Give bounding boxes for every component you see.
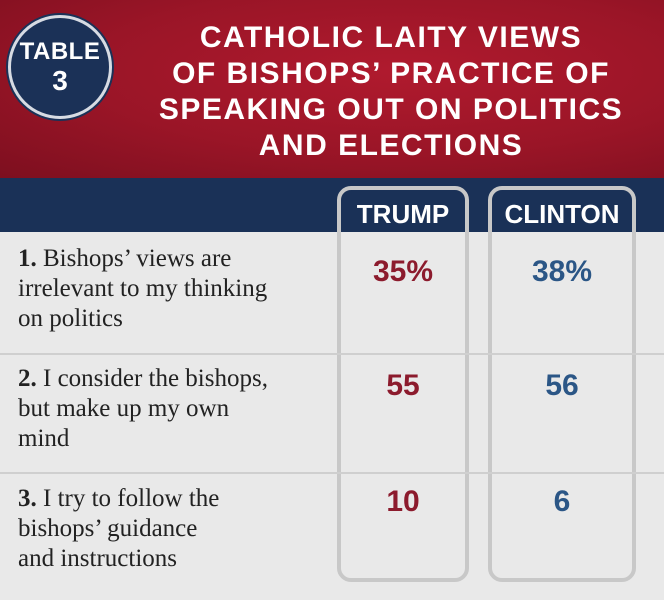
row-number: 2. bbox=[18, 365, 37, 392]
clinton-column-frame bbox=[488, 186, 636, 582]
row-text: I try to follow the bbox=[43, 485, 220, 512]
clinton-value: 56 bbox=[545, 369, 579, 402]
badge-number: 3 bbox=[52, 65, 68, 96]
title-line: CATHOLIC LAITY VIEWS bbox=[199, 21, 583, 54]
trump-value: 35% bbox=[372, 255, 434, 288]
trump-value: 10 bbox=[386, 485, 420, 518]
row-text: Bishops’ views are bbox=[43, 245, 232, 272]
row-text: on politics bbox=[18, 305, 123, 332]
table-number-badge: TABLE 3 bbox=[8, 15, 112, 119]
row-text: bishops’ guidance bbox=[18, 515, 198, 542]
row-text: but make up my own bbox=[18, 395, 230, 422]
row-text: mind bbox=[18, 425, 70, 452]
trump-value: 55 bbox=[386, 369, 420, 402]
row-text: I consider the bishops, bbox=[43, 365, 268, 392]
page-title: CATHOLIC LAITY VIEWS OF BISHOPS’ PRACTIC… bbox=[128, 20, 654, 164]
row-divider bbox=[0, 472, 664, 474]
column-header-clinton: CLINTON bbox=[504, 199, 620, 229]
title-line: AND ELECTIONS bbox=[258, 129, 524, 162]
column-header-trump: TRUMP bbox=[356, 199, 450, 229]
row-divider bbox=[0, 353, 664, 355]
row-number: 3. bbox=[18, 485, 37, 512]
header-banner: TABLE 3 CATHOLIC LAITY VIEWS OF BISHOPS’… bbox=[0, 0, 664, 178]
title-line: OF BISHOPS’ PRACTICE OF bbox=[172, 57, 610, 90]
row-number: 1. bbox=[18, 245, 37, 272]
trump-column-frame bbox=[337, 186, 469, 582]
badge-label: TABLE bbox=[19, 38, 101, 65]
clinton-value: 38% bbox=[531, 255, 593, 288]
title-line: SPEAKING OUT ON POLITICS bbox=[158, 93, 624, 126]
clinton-value: 6 bbox=[553, 485, 571, 518]
row-label: 1. Bishops’ views are irrelevant to my t… bbox=[18, 244, 338, 334]
row-text: and instructions bbox=[18, 545, 178, 572]
row-label: 3. I try to follow the bishops’ guidance… bbox=[18, 484, 338, 574]
row-label: 2. I consider the bishops, but make up m… bbox=[18, 364, 338, 454]
row-text: irrelevant to my thinking bbox=[18, 275, 268, 302]
